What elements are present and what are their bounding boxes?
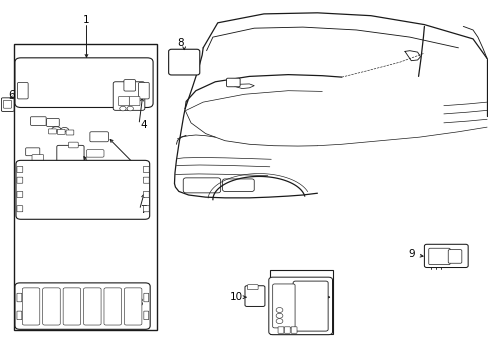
FancyBboxPatch shape xyxy=(15,283,150,329)
Ellipse shape xyxy=(52,127,61,131)
FancyBboxPatch shape xyxy=(48,129,56,134)
FancyBboxPatch shape xyxy=(183,178,220,193)
FancyBboxPatch shape xyxy=(83,288,101,325)
Ellipse shape xyxy=(127,106,133,111)
Circle shape xyxy=(276,313,283,318)
Text: 1: 1 xyxy=(83,15,90,25)
Ellipse shape xyxy=(120,106,126,111)
FancyBboxPatch shape xyxy=(284,327,289,333)
Text: 3: 3 xyxy=(136,298,143,308)
FancyBboxPatch shape xyxy=(57,129,65,134)
Ellipse shape xyxy=(61,127,68,132)
FancyBboxPatch shape xyxy=(57,145,84,162)
FancyBboxPatch shape xyxy=(32,155,43,161)
FancyBboxPatch shape xyxy=(68,142,78,148)
FancyBboxPatch shape xyxy=(30,117,46,125)
FancyBboxPatch shape xyxy=(447,249,461,263)
FancyBboxPatch shape xyxy=(118,96,129,106)
FancyBboxPatch shape xyxy=(143,311,148,320)
FancyBboxPatch shape xyxy=(143,192,149,198)
Text: 2: 2 xyxy=(139,162,145,172)
FancyBboxPatch shape xyxy=(86,150,104,157)
FancyBboxPatch shape xyxy=(222,179,254,192)
FancyBboxPatch shape xyxy=(17,166,23,172)
Text: 9: 9 xyxy=(407,249,414,259)
FancyBboxPatch shape xyxy=(247,285,258,290)
FancyBboxPatch shape xyxy=(15,58,153,108)
Circle shape xyxy=(276,319,283,324)
FancyBboxPatch shape xyxy=(143,166,149,172)
FancyBboxPatch shape xyxy=(1,98,14,111)
FancyBboxPatch shape xyxy=(42,288,60,325)
FancyBboxPatch shape xyxy=(17,177,23,183)
FancyBboxPatch shape xyxy=(17,311,22,320)
FancyBboxPatch shape xyxy=(18,82,28,99)
FancyBboxPatch shape xyxy=(104,288,121,325)
FancyBboxPatch shape xyxy=(46,118,59,126)
Text: 6: 6 xyxy=(8,90,15,100)
FancyBboxPatch shape xyxy=(143,206,149,212)
FancyBboxPatch shape xyxy=(292,281,327,331)
FancyBboxPatch shape xyxy=(124,288,142,325)
FancyBboxPatch shape xyxy=(16,160,149,219)
FancyBboxPatch shape xyxy=(123,80,135,91)
Text: 10: 10 xyxy=(229,292,243,302)
FancyBboxPatch shape xyxy=(17,192,23,198)
FancyBboxPatch shape xyxy=(3,100,12,108)
FancyBboxPatch shape xyxy=(143,293,148,302)
FancyBboxPatch shape xyxy=(63,288,81,325)
FancyBboxPatch shape xyxy=(290,327,296,333)
FancyBboxPatch shape xyxy=(244,286,264,306)
FancyBboxPatch shape xyxy=(22,288,40,325)
Text: 4: 4 xyxy=(140,120,146,130)
FancyBboxPatch shape xyxy=(66,130,74,135)
FancyBboxPatch shape xyxy=(278,327,284,333)
Text: 11: 11 xyxy=(309,292,323,302)
FancyBboxPatch shape xyxy=(113,82,144,111)
Text: 7: 7 xyxy=(140,205,146,215)
FancyBboxPatch shape xyxy=(17,293,22,302)
FancyBboxPatch shape xyxy=(268,277,332,335)
FancyBboxPatch shape xyxy=(428,248,449,265)
FancyBboxPatch shape xyxy=(424,244,467,267)
FancyBboxPatch shape xyxy=(138,82,149,99)
Circle shape xyxy=(276,307,283,312)
FancyBboxPatch shape xyxy=(26,148,40,156)
Text: 8: 8 xyxy=(177,38,183,48)
Text: 5: 5 xyxy=(102,178,109,188)
FancyBboxPatch shape xyxy=(129,96,140,106)
FancyBboxPatch shape xyxy=(90,132,108,142)
Bar xyxy=(14,44,157,330)
FancyBboxPatch shape xyxy=(143,177,149,183)
FancyBboxPatch shape xyxy=(226,78,240,87)
Bar xyxy=(270,270,333,334)
FancyBboxPatch shape xyxy=(272,284,294,328)
FancyBboxPatch shape xyxy=(168,49,200,75)
FancyBboxPatch shape xyxy=(17,206,23,212)
